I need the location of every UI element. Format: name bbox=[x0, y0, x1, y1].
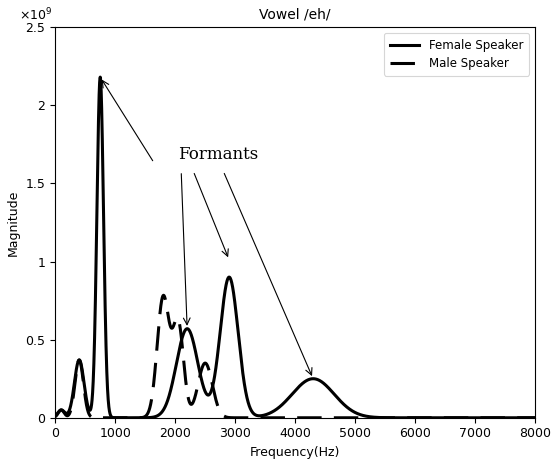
Male Speaker bbox=[408, 415, 415, 421]
Title: Vowel /eh/: Vowel /eh/ bbox=[259, 8, 331, 22]
Female Speaker bbox=[336, 397, 343, 403]
Male Speaker bbox=[357, 415, 363, 421]
Female Speaker bbox=[52, 413, 59, 418]
Male Speaker bbox=[336, 415, 343, 421]
Male Speaker bbox=[480, 415, 487, 421]
Y-axis label: Magnitude: Magnitude bbox=[7, 189, 20, 256]
Male Speaker bbox=[225, 415, 232, 420]
Female Speaker bbox=[225, 274, 232, 280]
Female Speaker bbox=[532, 415, 538, 421]
Legend: Female Speaker, Male Speaker: Female Speaker, Male Speaker bbox=[384, 33, 529, 75]
Female Speaker bbox=[76, 357, 83, 363]
X-axis label: Frequency(Hz): Frequency(Hz) bbox=[250, 446, 340, 459]
Male Speaker bbox=[76, 357, 83, 363]
Male Speaker bbox=[433, 415, 440, 421]
Female Speaker bbox=[433, 415, 440, 421]
Male Speaker bbox=[52, 414, 59, 419]
Male Speaker bbox=[160, 293, 167, 298]
Text: $\times\mathregular{10}^{\mathregular{9}}$: $\times\mathregular{10}^{\mathregular{9}… bbox=[19, 7, 52, 23]
Female Speaker bbox=[357, 412, 363, 418]
Line: Male Speaker: Male Speaker bbox=[55, 295, 535, 418]
Female Speaker bbox=[408, 415, 415, 421]
Line: Female Speaker: Female Speaker bbox=[55, 77, 535, 418]
Text: Formants: Formants bbox=[178, 146, 258, 163]
Female Speaker bbox=[97, 75, 104, 80]
Male Speaker bbox=[532, 415, 538, 421]
